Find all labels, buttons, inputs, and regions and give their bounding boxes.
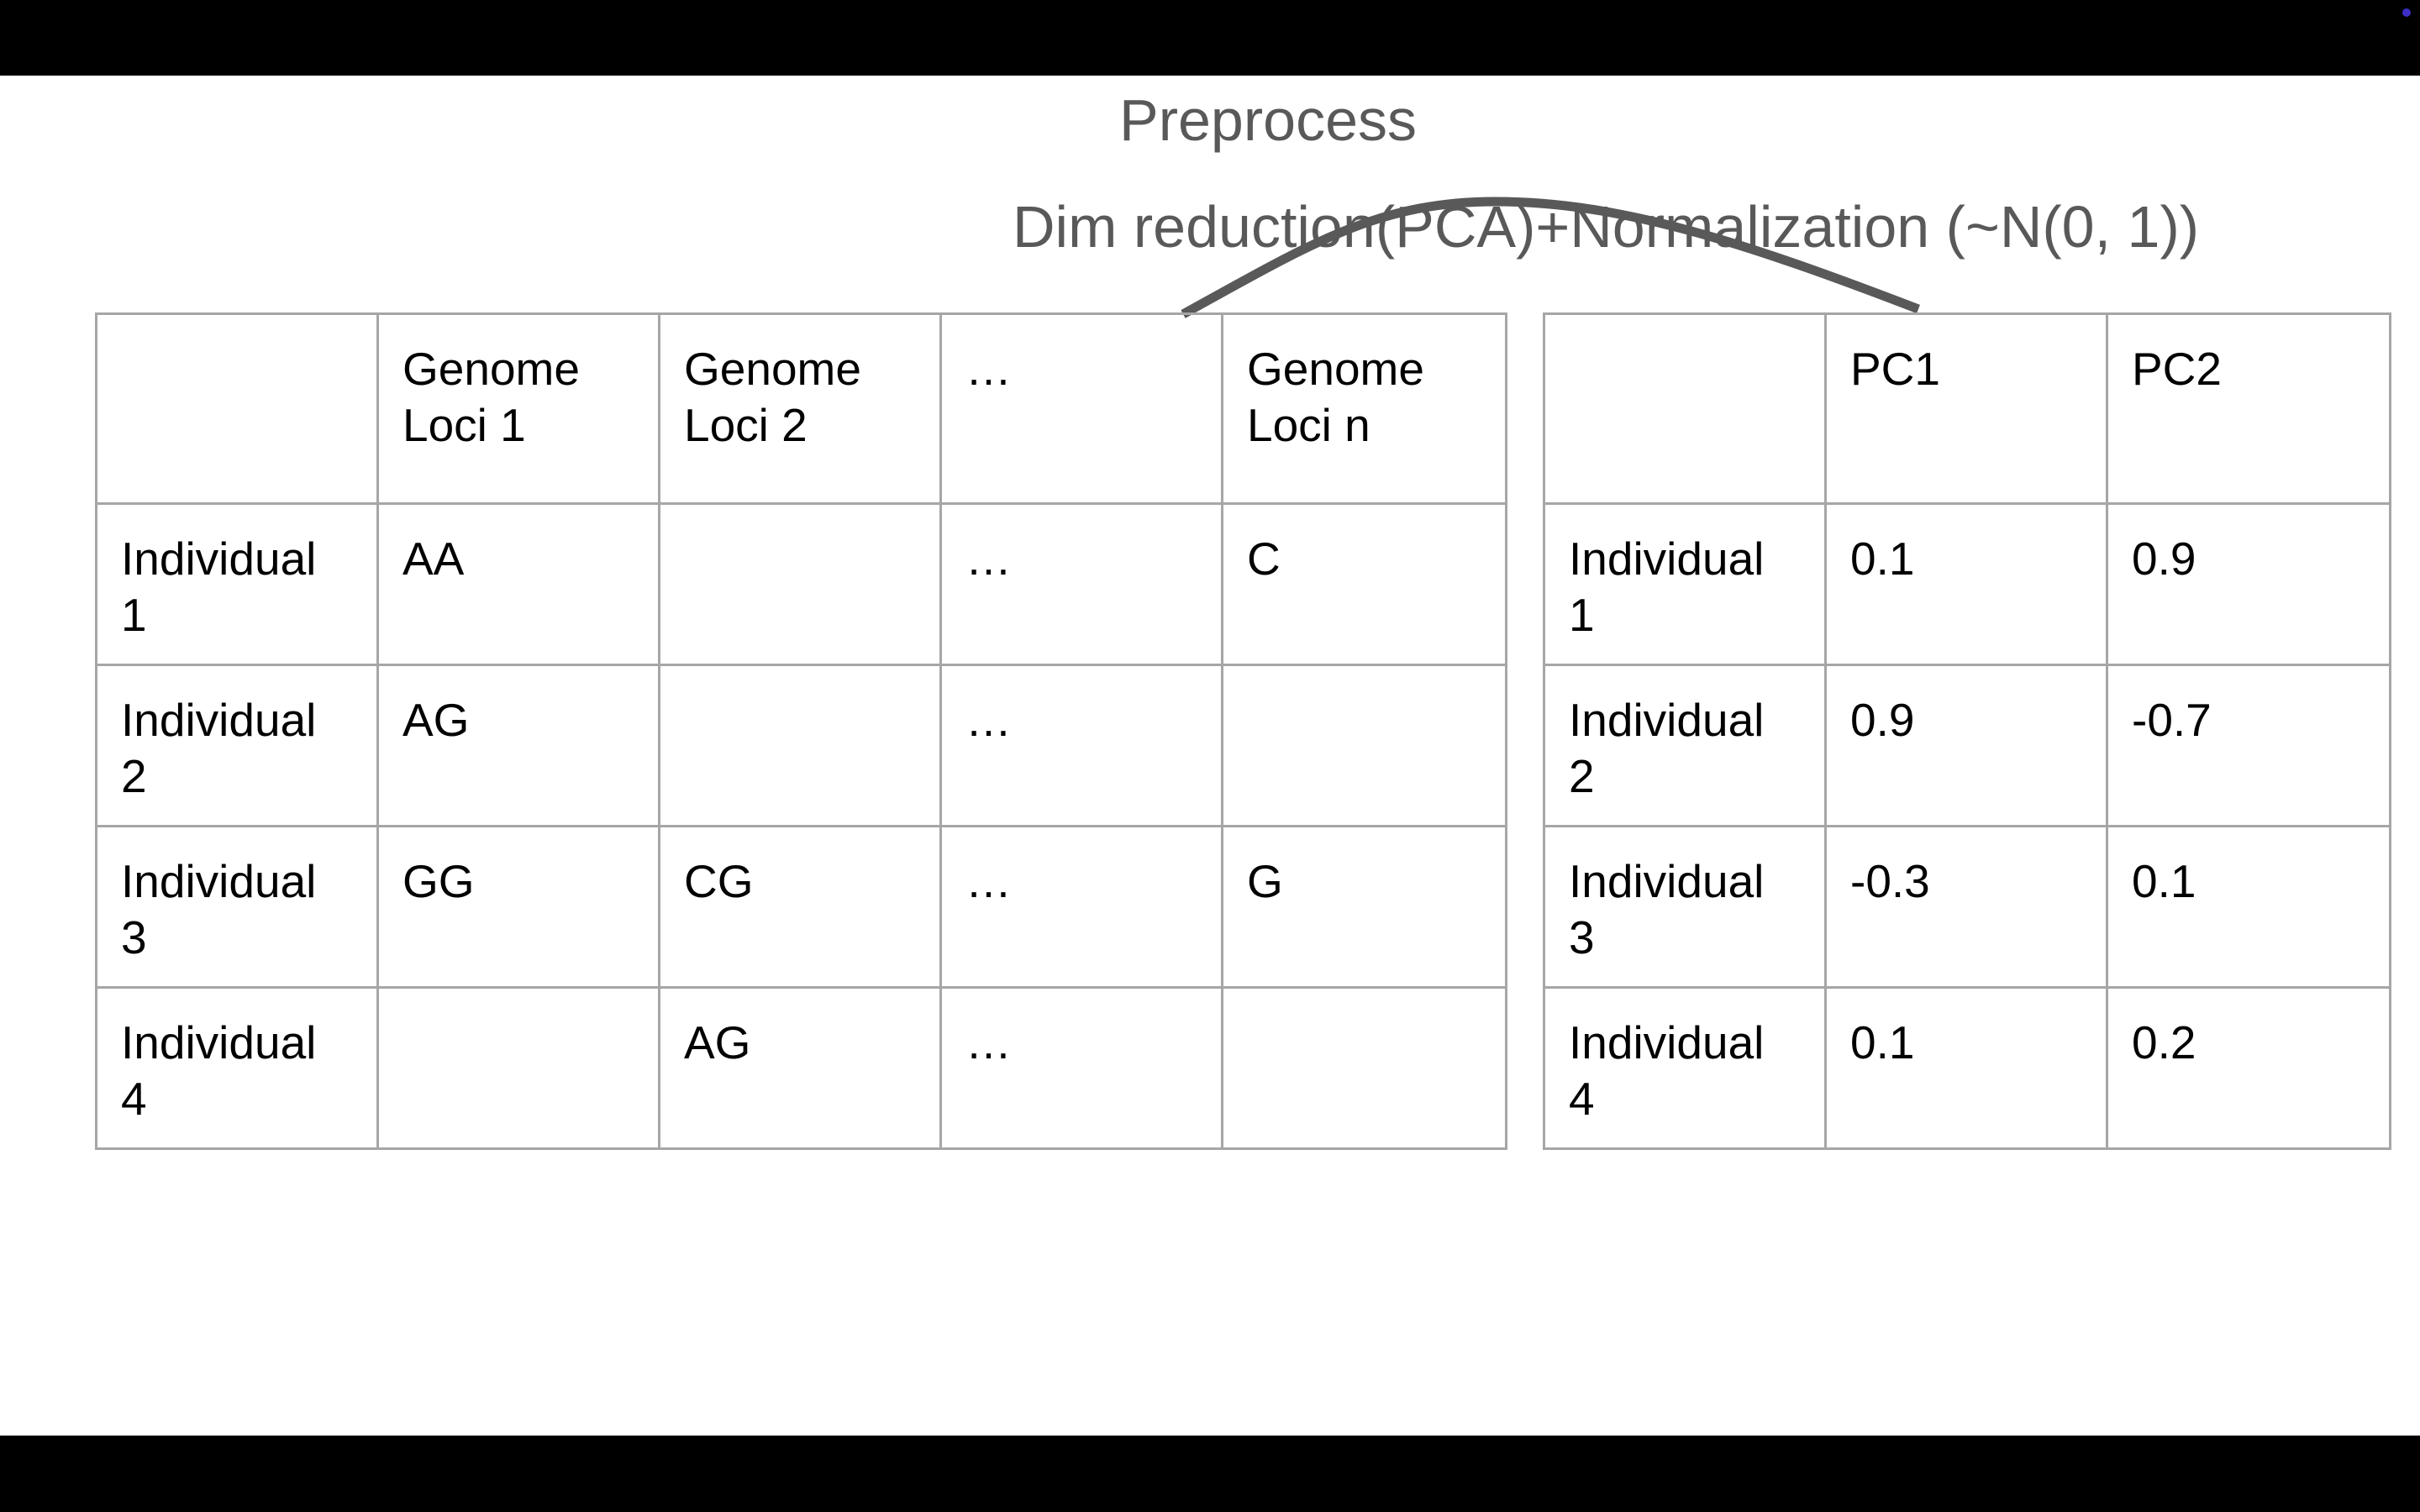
genotype-table-cell — [376, 986, 660, 1150]
pca-table-row: Individual 2 0.9 -0.7 — [1543, 664, 2391, 827]
pca-table-header-cell: PC2 — [2106, 312, 2391, 505]
pca-table-cell: 0.9 — [1824, 664, 2108, 827]
genotype-table-row-label: Individual 3 — [95, 825, 379, 989]
genotype-table-cell — [1221, 664, 1507, 827]
pca-table-header-cell — [1543, 312, 1827, 505]
genotype-table-header-cell — [95, 312, 379, 505]
pca-table-row-label: Individual 3 — [1543, 825, 1827, 989]
genotype-table-header-row: Genome Loci 1 Genome Loci 2… Genome Loci n — [95, 312, 1507, 505]
cursor-dot — [2402, 8, 2411, 17]
genotype-table: Genome Loci 1 Genome Loci 2… Genome Loci n Ind… — [95, 312, 1507, 1150]
pca-table-header-row: PC1 PC2 — [1543, 312, 2391, 505]
pca-table-cell: 0.2 — [2106, 986, 2391, 1150]
genotype-table-cell: AG — [376, 664, 660, 827]
genotype-table-cell: GG — [376, 825, 660, 989]
genotype-table-cell — [658, 664, 942, 827]
genotype-table-cell: … — [939, 986, 1223, 1150]
genotype-table-row: Individual 3 GG CG… G — [95, 825, 1507, 989]
genotype-table-row-label: Individual 2 — [95, 664, 379, 827]
genotype-table-header-cell: … — [939, 312, 1223, 505]
genotype-table-cell: G — [1221, 825, 1507, 989]
genotype-table-row: Individual 1 AA … C — [95, 502, 1507, 666]
pca-table-cell: -0.7 — [2106, 664, 2391, 827]
genotype-table-cell — [658, 502, 942, 666]
genotype-table-cell: … — [939, 664, 1223, 827]
pca-table: PC1 PC2 Individual 1 0.1 0.9 Individual 2 0.9 -0.… — [1543, 312, 2391, 1150]
genotype-table-cell: CG — [658, 825, 942, 989]
genotype-table-cell: … — [939, 502, 1223, 666]
slide-canvas: Preprocess Dim reduction(PCA)+Normalizat… — [0, 76, 2420, 1436]
genotype-table-header-cell: Genome Loci 1 — [376, 312, 660, 505]
genotype-table-header-cell: Genome Loci 2 — [658, 312, 942, 505]
genotype-table-row-label: Individual 1 — [95, 502, 379, 666]
pca-table-cell: -0.3 — [1824, 825, 2108, 989]
pca-table-cell: 0.9 — [2106, 502, 2391, 666]
genotype-table-row: Individual 2 AG … — [95, 664, 1507, 827]
genotype-table-row-label: Individual 4 — [95, 986, 379, 1150]
pca-table-header-cell: PC1 — [1824, 312, 2108, 505]
pca-table-row-label: Individual 1 — [1543, 502, 1827, 666]
pca-table-row: Individual 3 -0.3 0.1 — [1543, 825, 2391, 989]
genotype-table-cell: AA — [376, 502, 660, 666]
genotype-table-cell: AG — [658, 986, 942, 1150]
genotype-table-header-cell: Genome Loci n — [1221, 312, 1507, 505]
genotype-table-cell: … — [939, 825, 1223, 989]
genotype-table-row: Individual 4 AG… — [95, 986, 1507, 1150]
pca-table-cell: 0.1 — [1824, 502, 2108, 666]
pca-table-row-label: Individual 4 — [1543, 986, 1827, 1150]
genotype-table-cell: C — [1221, 502, 1507, 666]
pca-table-row: Individual 4 0.1 0.2 — [1543, 986, 2391, 1150]
diagram-subtitle: Dim reduction(PCA)+Normalization (~N(0, … — [1013, 194, 2200, 260]
pca-table-row-label: Individual 2 — [1543, 664, 1827, 827]
diagram-title: Preprocess — [1119, 87, 1418, 153]
pca-table-cell: 0.1 — [2106, 825, 2391, 989]
pca-table-cell: 0.1 — [1824, 986, 2108, 1150]
genotype-table-cell — [1221, 986, 1507, 1150]
pca-table-row: Individual 1 0.1 0.9 — [1543, 502, 2391, 666]
